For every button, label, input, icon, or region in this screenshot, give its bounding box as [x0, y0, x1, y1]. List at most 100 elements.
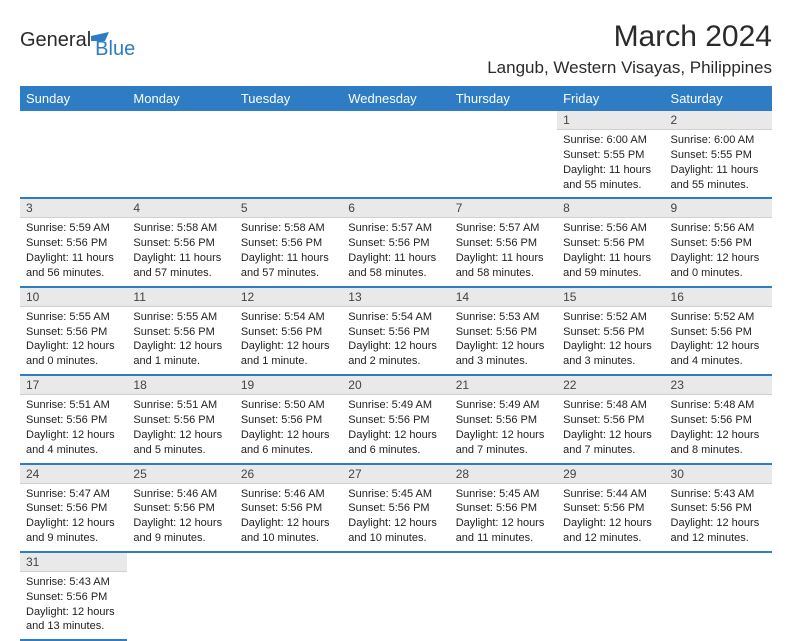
sunrise-text: Sunrise: 5:43 AM	[26, 575, 121, 590]
sunset-text: Sunset: 5:56 PM	[348, 236, 443, 251]
calendar-day-cell: 12Sunrise: 5:54 AMSunset: 5:56 PMDayligh…	[235, 287, 342, 375]
sunrise-text: Sunrise: 5:48 AM	[671, 398, 766, 413]
sunset-text: Sunset: 5:56 PM	[26, 590, 121, 605]
sunrise-text: Sunrise: 5:57 AM	[456, 221, 551, 236]
sunset-text: Sunset: 5:56 PM	[241, 325, 336, 340]
day-number: 8	[557, 199, 664, 218]
calendar-day-cell: 24Sunrise: 5:47 AMSunset: 5:56 PMDayligh…	[20, 464, 127, 552]
daylight-text: Daylight: 11 hours and 57 minutes.	[241, 251, 336, 281]
calendar-day-cell: 26Sunrise: 5:46 AMSunset: 5:56 PMDayligh…	[235, 464, 342, 552]
day-content: Sunrise: 5:54 AMSunset: 5:56 PMDaylight:…	[342, 307, 449, 374]
calendar-day-cell: .	[342, 552, 449, 640]
day-number: 24	[20, 465, 127, 484]
sunset-text: Sunset: 5:56 PM	[563, 325, 658, 340]
sunset-text: Sunset: 5:56 PM	[348, 325, 443, 340]
sunset-text: Sunset: 5:56 PM	[241, 413, 336, 428]
calendar-table: Sunday Monday Tuesday Wednesday Thursday…	[20, 86, 772, 641]
day-number: 15	[557, 288, 664, 307]
sunrise-text: Sunrise: 6:00 AM	[671, 133, 766, 148]
calendar-day-cell: 31Sunrise: 5:43 AMSunset: 5:56 PMDayligh…	[20, 552, 127, 640]
day-number: 5	[235, 199, 342, 218]
daylight-text: Daylight: 12 hours and 9 minutes.	[26, 516, 121, 546]
day-content: Sunrise: 6:00 AMSunset: 5:55 PMDaylight:…	[665, 130, 772, 197]
day-content: Sunrise: 5:48 AMSunset: 5:56 PMDaylight:…	[557, 395, 664, 462]
day-number: 30	[665, 465, 772, 484]
day-content: Sunrise: 5:58 AMSunset: 5:56 PMDaylight:…	[235, 218, 342, 285]
day-content: Sunrise: 5:49 AMSunset: 5:56 PMDaylight:…	[450, 395, 557, 462]
sunrise-text: Sunrise: 5:51 AM	[26, 398, 121, 413]
daylight-text: Daylight: 11 hours and 58 minutes.	[456, 251, 551, 281]
calendar-day-cell: 8Sunrise: 5:56 AMSunset: 5:56 PMDaylight…	[557, 198, 664, 286]
sunrise-text: Sunrise: 5:46 AM	[241, 487, 336, 502]
day-number: 6	[342, 199, 449, 218]
day-content: Sunrise: 5:53 AMSunset: 5:56 PMDaylight:…	[450, 307, 557, 374]
sunrise-text: Sunrise: 5:52 AM	[563, 310, 658, 325]
calendar-day-cell: 23Sunrise: 5:48 AMSunset: 5:56 PMDayligh…	[665, 375, 772, 463]
logo: General Blue	[20, 20, 135, 61]
daylight-text: Daylight: 12 hours and 0 minutes.	[26, 339, 121, 369]
day-content: Sunrise: 5:43 AMSunset: 5:56 PMDaylight:…	[20, 572, 127, 639]
day-number: 22	[557, 376, 664, 395]
sunset-text: Sunset: 5:56 PM	[241, 501, 336, 516]
day-header: Saturday	[665, 86, 772, 111]
calendar-day-cell: 20Sunrise: 5:49 AMSunset: 5:56 PMDayligh…	[342, 375, 449, 463]
sunrise-text: Sunrise: 5:55 AM	[26, 310, 121, 325]
sunrise-text: Sunrise: 5:58 AM	[133, 221, 228, 236]
calendar-day-cell: .	[235, 111, 342, 198]
day-content: Sunrise: 5:51 AMSunset: 5:56 PMDaylight:…	[127, 395, 234, 462]
logo-blue: Blue	[95, 20, 135, 61]
day-content: Sunrise: 5:57 AMSunset: 5:56 PMDaylight:…	[342, 218, 449, 285]
calendar-week-row: 3Sunrise: 5:59 AMSunset: 5:56 PMDaylight…	[20, 198, 772, 286]
daylight-text: Daylight: 11 hours and 55 minutes.	[671, 163, 766, 193]
day-number: 14	[450, 288, 557, 307]
calendar-day-cell: 11 Sunrise: 5:55 AMSunset: 5:56 PMDayligh…	[127, 287, 234, 375]
daylight-text: Daylight: 12 hours and 4 minutes.	[671, 339, 766, 369]
sunrise-text: Sunrise: 5:55 AM	[133, 310, 228, 325]
calendar-day-cell: 13Sunrise: 5:54 AMSunset: 5:56 PMDayligh…	[342, 287, 449, 375]
calendar-week-row: 10Sunrise: 5:55 AMSunset: 5:56 PMDayligh…	[20, 287, 772, 375]
sunset-text: Sunset: 5:56 PM	[133, 325, 228, 340]
calendar-day-cell: 30Sunrise: 5:43 AMSunset: 5:56 PMDayligh…	[665, 464, 772, 552]
calendar-day-cell: 5Sunrise: 5:58 AMSunset: 5:56 PMDaylight…	[235, 198, 342, 286]
day-number: 11	[127, 288, 234, 307]
day-number: 7	[450, 199, 557, 218]
calendar-week-row: 17Sunrise: 5:51 AMSunset: 5:56 PMDayligh…	[20, 375, 772, 463]
daylight-text: Daylight: 12 hours and 3 minutes.	[456, 339, 551, 369]
calendar-day-cell: 4Sunrise: 5:58 AMSunset: 5:56 PMDaylight…	[127, 198, 234, 286]
calendar-day-cell: 15 Sunrise: 5:52 AMSunset: 5:56 PMDayligh…	[557, 287, 664, 375]
day-number: 3	[20, 199, 127, 218]
day-header: Monday	[127, 86, 234, 111]
daylight-text: Daylight: 12 hours and 3 minutes.	[563, 339, 658, 369]
daylight-text: Daylight: 12 hours and 13 minutes.	[26, 605, 121, 635]
calendar-body: . . . . . 1Sunrise: 6:00 AMSunset: 5:55 …	[20, 111, 772, 640]
day-content: Sunrise: 5:49 AMSunset: 5:56 PMDaylight:…	[342, 395, 449, 462]
calendar-day-cell: .	[557, 552, 664, 640]
calendar-day-cell: 1Sunrise: 6:00 AMSunset: 5:55 PMDaylight…	[557, 111, 664, 198]
daylight-text: Daylight: 12 hours and 1 minute.	[241, 339, 336, 369]
sunset-text: Sunset: 5:56 PM	[671, 236, 766, 251]
sunrise-text: Sunrise: 5:44 AM	[563, 487, 658, 502]
sunrise-text: Sunrise: 5:54 AM	[241, 310, 336, 325]
day-number: 1	[557, 111, 664, 130]
day-number: 28	[450, 465, 557, 484]
daylight-text: Daylight: 11 hours and 56 minutes.	[26, 251, 121, 281]
logo-general: General	[20, 29, 91, 52]
sunset-text: Sunset: 5:56 PM	[348, 501, 443, 516]
day-content: Sunrise: 5:57 AMSunset: 5:56 PMDaylight:…	[450, 218, 557, 285]
day-content: Sunrise: 5:50 AMSunset: 5:56 PMDaylight:…	[235, 395, 342, 462]
calendar-day-cell: 3Sunrise: 5:59 AMSunset: 5:56 PMDaylight…	[20, 198, 127, 286]
sunrise-text: Sunrise: 5:43 AM	[671, 487, 766, 502]
day-number: 17	[20, 376, 127, 395]
sunset-text: Sunset: 5:56 PM	[26, 325, 121, 340]
daylight-text: Daylight: 12 hours and 12 minutes.	[563, 516, 658, 546]
header: General Blue March 2024 Langub, Western …	[20, 20, 772, 78]
daylight-text: Daylight: 12 hours and 0 minutes.	[671, 251, 766, 281]
daylight-text: Daylight: 12 hours and 1 minute.	[133, 339, 228, 369]
sunset-text: Sunset: 5:56 PM	[26, 501, 121, 516]
sunset-text: Sunset: 5:56 PM	[563, 501, 658, 516]
calendar-day-cell: 14Sunrise: 5:53 AMSunset: 5:56 PMDayligh…	[450, 287, 557, 375]
day-content: Sunrise: 5:56 AMSunset: 5:56 PMDaylight:…	[665, 218, 772, 285]
calendar-header-row: Sunday Monday Tuesday Wednesday Thursday…	[20, 86, 772, 111]
day-content: Sunrise: 5:52 AMSunset: 5:56 PMDaylight:…	[665, 307, 772, 374]
sunset-text: Sunset: 5:55 PM	[671, 148, 766, 163]
